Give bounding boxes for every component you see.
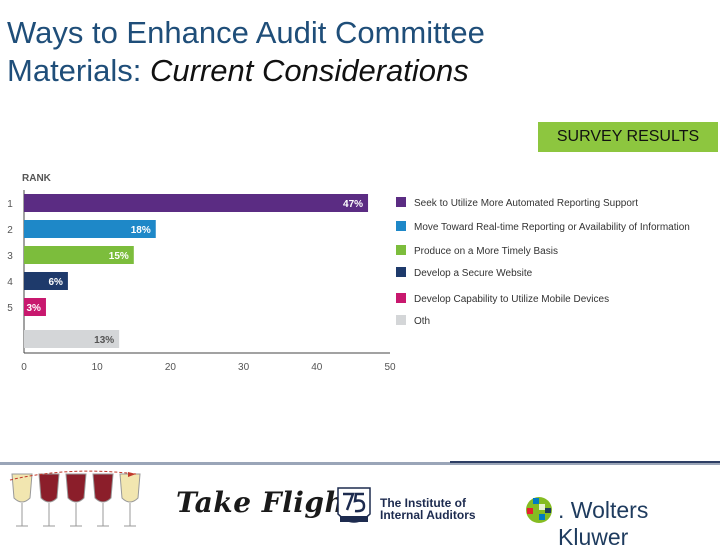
rank-tick-label: 5	[7, 303, 13, 314]
legend-swatch	[396, 197, 406, 207]
bar	[24, 298, 46, 316]
take-flight-logo: Take Flight	[176, 486, 359, 519]
legend-label: Move Toward Real-time Reporting or Avail…	[414, 222, 690, 233]
slide-title: Ways to Enhance Audit Committee Material…	[7, 14, 707, 90]
legend-swatch	[396, 267, 406, 277]
wine-glasses-icon	[9, 470, 141, 527]
wolters-kluwer-mosaic-icon	[526, 497, 552, 523]
bar	[24, 220, 156, 238]
bar-value-label: 6%	[48, 277, 63, 288]
bar	[24, 330, 120, 348]
legend-swatch	[396, 245, 406, 255]
legend-label: Develop Capability to Utilize Mobile Dev…	[414, 294, 609, 305]
legend-label: Produce on a More Timely Basis	[414, 246, 558, 257]
footer-divider-accent	[450, 461, 720, 463]
x-tick-label: 50	[384, 362, 396, 373]
x-tick-label: 20	[165, 362, 177, 373]
bar-value-label: 13%	[94, 335, 114, 346]
x-tick-label: 0	[21, 362, 27, 373]
y-axis-label: RANK	[22, 173, 52, 184]
legend-swatch	[396, 293, 406, 303]
x-tick-label: 10	[92, 362, 104, 373]
iia-name: The Institute of Internal Auditors	[380, 497, 476, 521]
rank-tick-label: 3	[7, 251, 13, 262]
bar-value-label: 18%	[131, 225, 151, 236]
legend-swatch	[396, 221, 406, 231]
title-line2: Materials:	[7, 53, 150, 88]
rank-tick-label: 1	[7, 199, 13, 210]
title-line2-italic: Current Considerations	[149, 53, 469, 88]
bar-value-label: 47%	[343, 199, 363, 210]
bar	[24, 246, 134, 264]
iia-name-line2: Internal Auditors	[380, 508, 476, 522]
rank-tick-label: 4	[7, 277, 13, 288]
legend-swatch	[396, 315, 406, 325]
footer-divider	[0, 462, 720, 465]
rank-tick-label: 2	[7, 225, 13, 236]
bar	[24, 194, 369, 212]
legend-label: Seek to Utilize More Automated Reporting…	[414, 198, 638, 209]
survey-results-badge: SURVEY RESULTS	[538, 122, 718, 152]
bar	[24, 272, 68, 290]
x-tick-label: 40	[311, 362, 323, 373]
title-line1: Ways to Enhance Audit Committee	[7, 15, 485, 50]
legend-label: Oth	[414, 316, 430, 327]
iia-75th-anniversary-icon	[337, 487, 371, 523]
x-tick-label: 30	[238, 362, 250, 373]
bar-value-label: 3%	[27, 303, 42, 314]
iia-name-line1: The Institute of	[380, 496, 466, 510]
bar-value-label: 15%	[109, 251, 129, 262]
wolters-kluwer-name: . Wolters Kluwer	[558, 497, 649, 550]
rank-bar-chart: RANK 47% 1 18% 2 15% 3 6% 4 3% 5 13% 0 10 20 30 40 50 Seek…	[7, 173, 690, 373]
legend-label: Develop a Secure Website	[414, 268, 533, 279]
